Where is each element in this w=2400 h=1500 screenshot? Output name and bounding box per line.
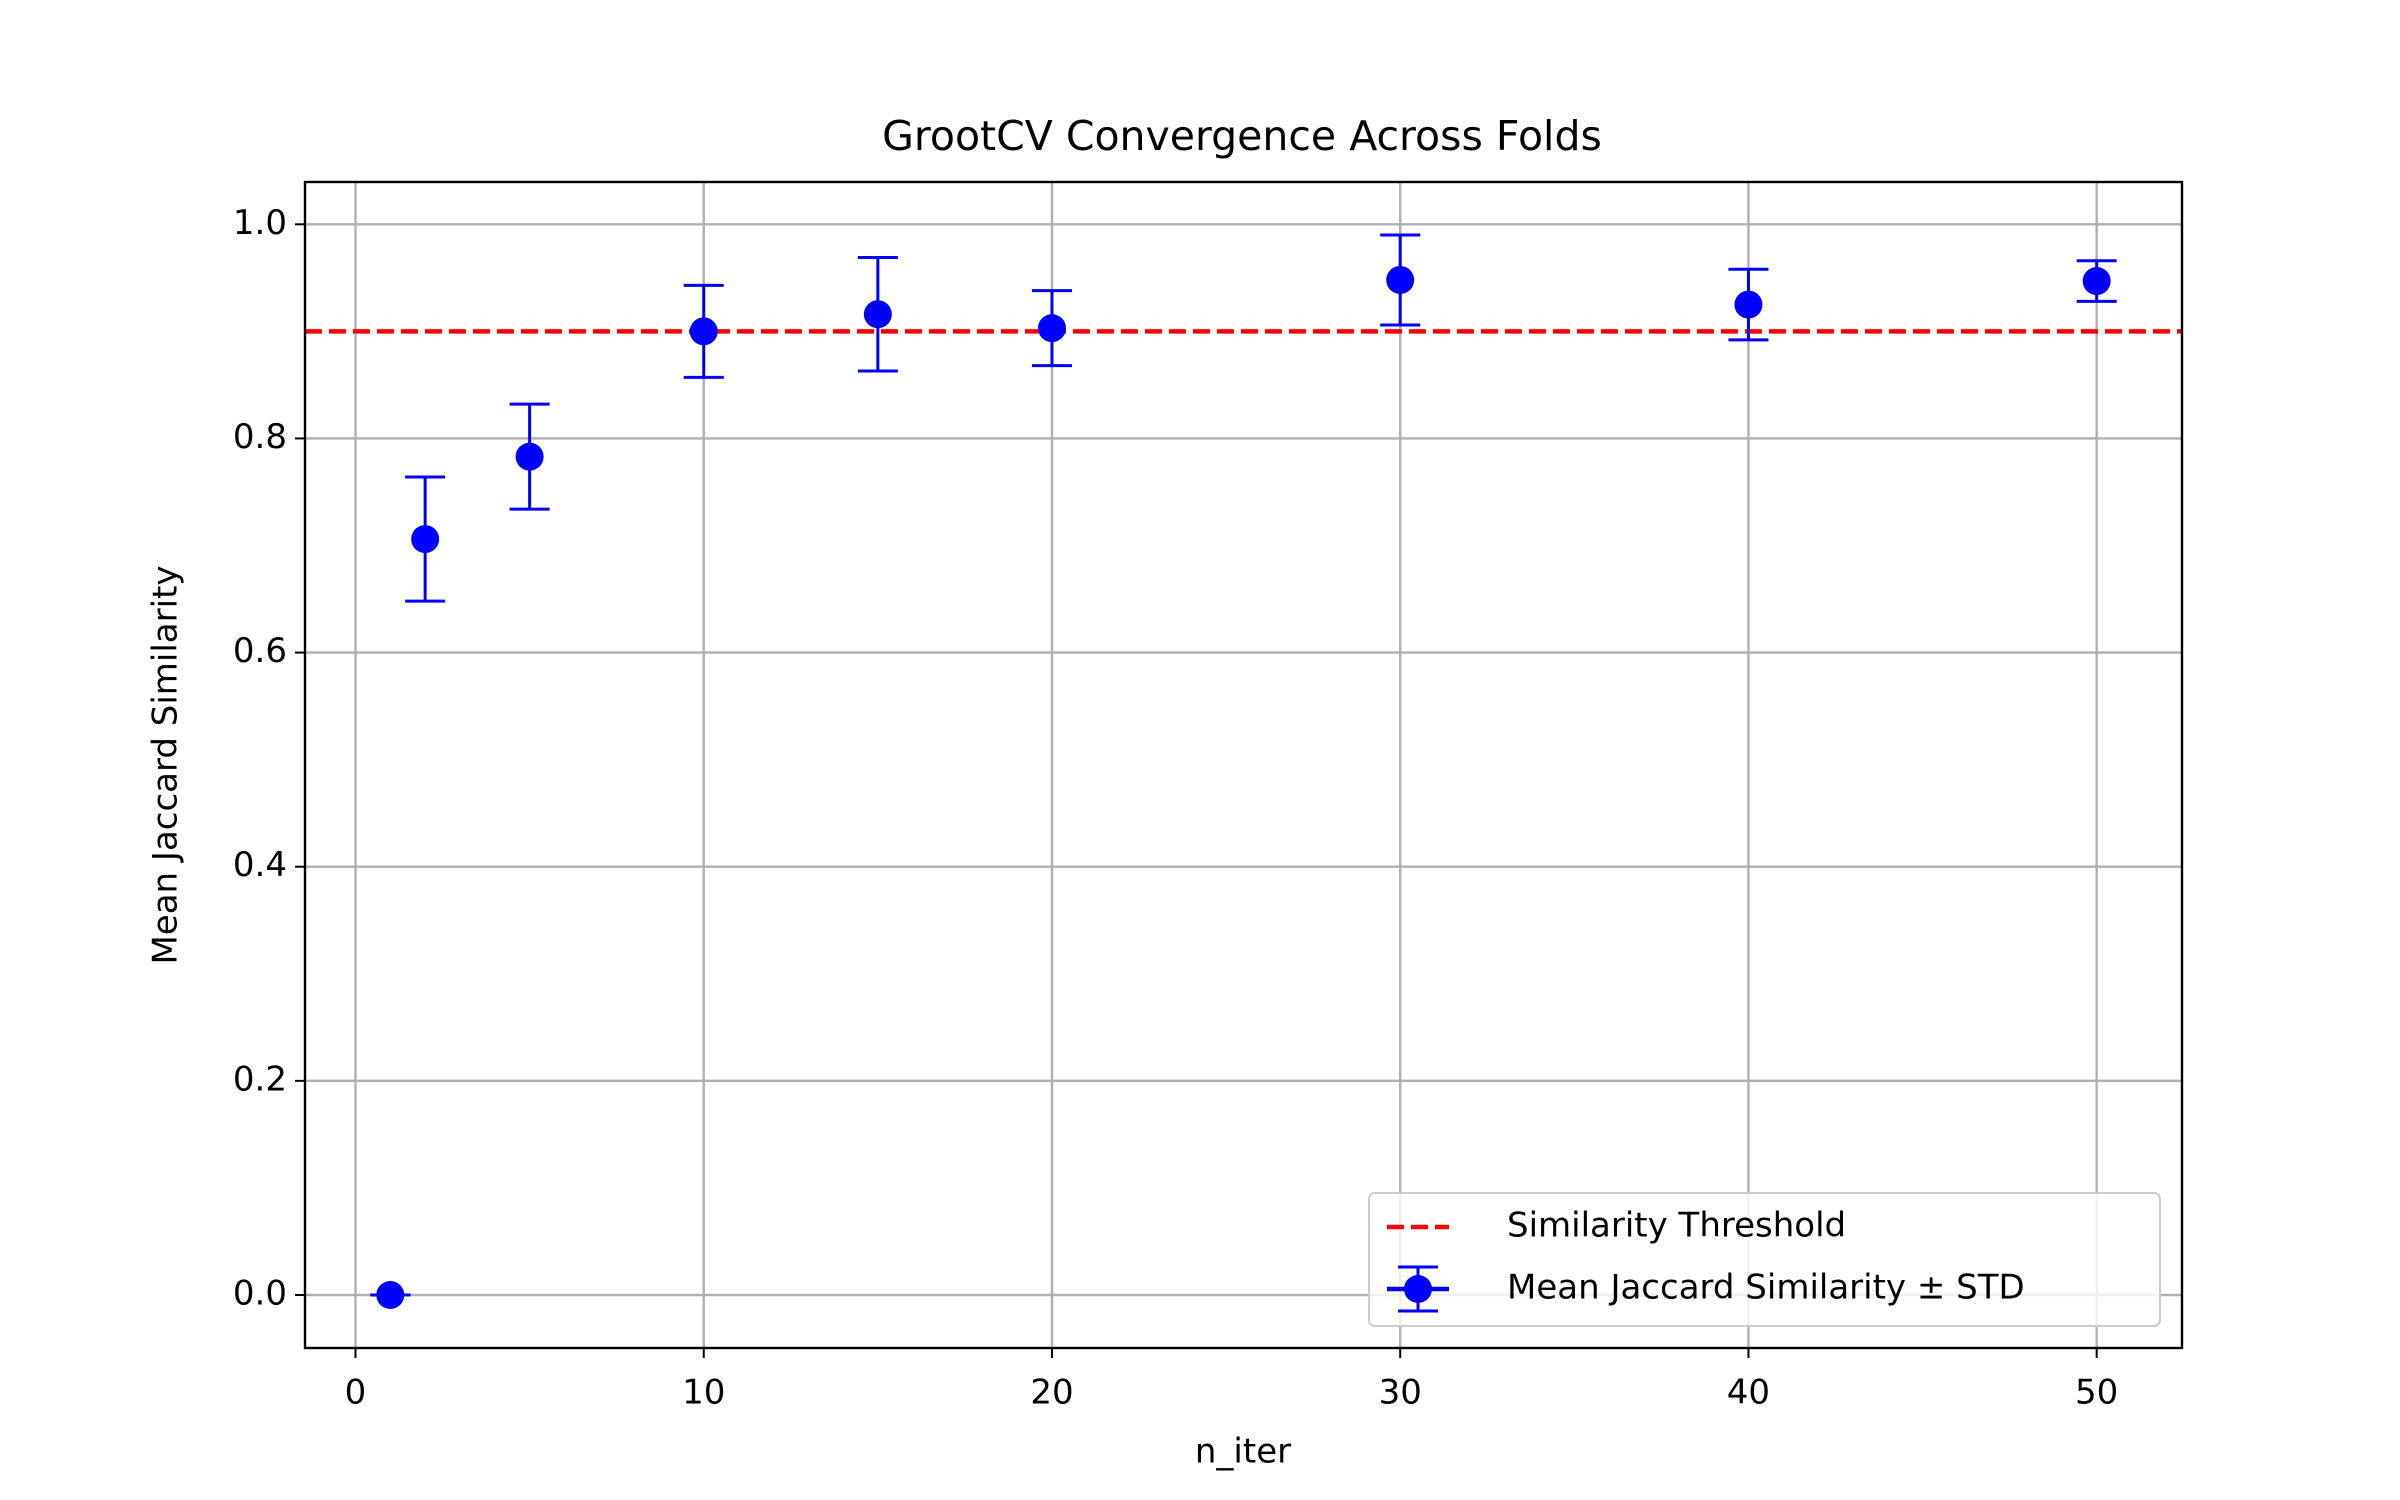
x-tick-label: 10 <box>682 1373 725 1413</box>
x-tick-label: 50 <box>2075 1373 2118 1413</box>
chart-title: GrootCV Convergence Across Folds <box>882 112 1602 160</box>
data-point <box>863 300 892 329</box>
data-point <box>515 442 544 471</box>
x-tick-label: 30 <box>1379 1373 1422 1413</box>
legend-label: Mean Jaccard Similarity ± STD <box>1507 1268 2025 1308</box>
legend-key <box>1404 1275 1432 1303</box>
x-tick-label: 0 <box>345 1373 367 1413</box>
data-point <box>411 525 440 554</box>
y-tick-label: 1.0 <box>233 203 287 243</box>
data-point <box>376 1281 405 1309</box>
data-point <box>689 317 718 346</box>
x-axis-label: n_iter <box>1195 1432 1291 1472</box>
y-tick-label: 0.2 <box>233 1059 287 1099</box>
x-tick-label: 40 <box>1727 1373 1770 1413</box>
y-tick-label: 0.6 <box>233 631 287 671</box>
plot-frame <box>303 180 2184 1350</box>
y-tick-label: 0.4 <box>233 845 287 885</box>
y-axis-label: Mean Jaccard Similarity <box>146 565 186 964</box>
x-tick-label: 20 <box>1030 1373 1073 1413</box>
data-point <box>1734 290 1763 319</box>
data-point <box>1386 265 1415 294</box>
data-point <box>1037 314 1066 343</box>
legend-box <box>1368 1192 2161 1327</box>
y-tick-label: 0.8 <box>233 417 287 457</box>
legend: Similarity Threshold Mean Jaccard Similar… <box>1368 1192 2161 1327</box>
y-tick-label: 0.0 <box>233 1274 287 1314</box>
data-point <box>2082 267 2111 296</box>
legend-label: Similarity Threshold <box>1507 1206 1846 1246</box>
